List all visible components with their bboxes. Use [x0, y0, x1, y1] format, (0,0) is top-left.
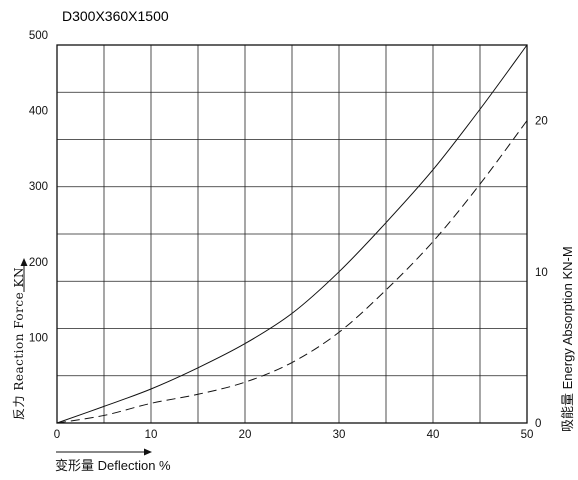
grid [57, 45, 527, 423]
right-tick-label: 20 [535, 116, 548, 128]
x-axis-label: 变形量 Deflection % [55, 458, 171, 473]
right-tick-label: 10 [535, 267, 548, 279]
series-group [56, 44, 528, 424]
left-tick-label: 500 [29, 30, 48, 42]
x-tick-label: 30 [333, 429, 346, 441]
reaction-force-curve [56, 44, 528, 424]
tick-labels: 0 10 20 30 40 50 100 200 300 400 500 0 10 20 [29, 30, 548, 441]
left-tick-label: 300 [29, 181, 48, 193]
left-axis-label-group: 反力 Reaction Force KN [12, 267, 26, 420]
chart-title: D300X360X1500 [62, 8, 169, 24]
left-axis-arrow [20, 258, 28, 292]
energy-absorption-curve [56, 120, 528, 424]
x-tick-label: 50 [521, 429, 534, 441]
x-tick-label: 40 [427, 429, 440, 441]
left-tick-label: 400 [29, 106, 48, 118]
x-tick-label: 0 [54, 429, 60, 441]
x-tick-label: 10 [145, 429, 158, 441]
left-axis-label: 反力 Reaction Force KN [12, 267, 26, 420]
x-tick-label: 20 [239, 429, 252, 441]
plot-border [56, 44, 528, 424]
left-tick-label: 200 [29, 257, 48, 269]
x-axis-arrow [56, 448, 152, 456]
right-tick-label: 0 [535, 418, 541, 430]
plot-frame [56, 44, 528, 424]
left-tick-label: 100 [29, 332, 48, 344]
right-axis-label-group: 吸能量 Energy Absorption KN-M [560, 246, 575, 432]
right-axis-label: 吸能量 Energy Absorption KN-M [560, 246, 575, 432]
